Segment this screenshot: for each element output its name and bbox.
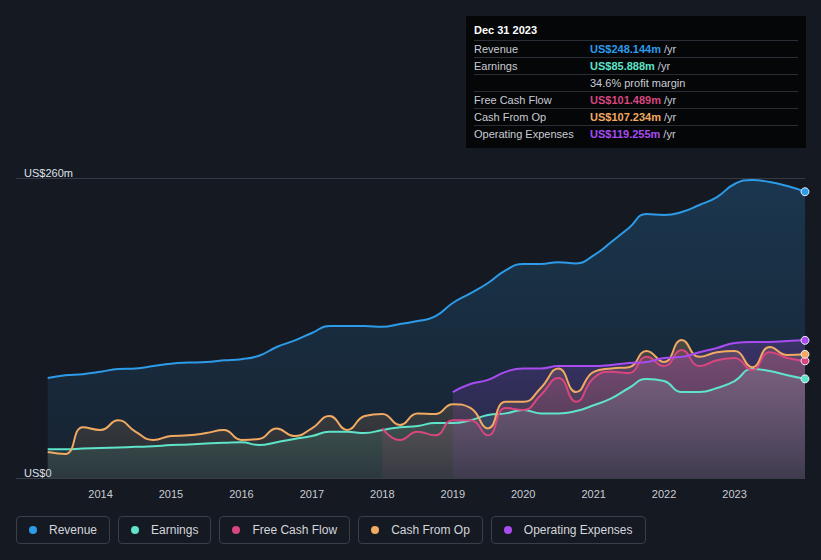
html-text:34.6% profit margin: 34.6% profit margin (590, 77, 686, 89)
html-text:Free Cash Flow: Free Cash Flow (474, 94, 552, 106)
html-text:Dec 31 2023: Dec 31 2023 (474, 24, 537, 36)
html-text:Earnings: Earnings (474, 60, 518, 72)
html-text:US$107.234m /yr: US$107.234m /yr (590, 111, 677, 123)
svg-text:2021: 2021 (581, 488, 605, 500)
html-text:Revenue: Revenue (474, 43, 518, 55)
html-text:US$119.255m /yr: US$119.255m /yr (590, 128, 676, 140)
svg-text:2022: 2022 (652, 488, 676, 500)
html-text:US$248.144m /yr: US$248.144m /yr (590, 43, 677, 55)
html-text:Earnings: Earnings (151, 523, 199, 537)
html-text:US$85.888m /yr: US$85.888m /yr (590, 60, 671, 72)
html-text:Cash From Op: Cash From Op (391, 523, 470, 537)
html-text:Revenue: Revenue (49, 523, 97, 537)
svg-text:2020: 2020 (511, 488, 535, 500)
svg-text:US$260m: US$260m (24, 167, 73, 179)
svg-text:2019: 2019 (441, 488, 465, 500)
html-text:Cash From Op: Cash From Op (474, 111, 547, 123)
html-text:US$101.489m /yr: US$101.489m /yr (590, 94, 677, 106)
html-text:Operating Expenses: Operating Expenses (474, 128, 574, 140)
svg-text:2023: 2023 (722, 488, 746, 500)
svg-text:2016: 2016 (229, 488, 253, 500)
svg-text:2017: 2017 (300, 488, 324, 500)
html-text:Operating Expenses: Operating Expenses (523, 523, 633, 537)
html-text:Free Cash Flow: Free Cash Flow (252, 523, 338, 537)
svg-text:2015: 2015 (159, 488, 183, 500)
svg-text:2018: 2018 (370, 488, 394, 500)
svg-text:2014: 2014 (88, 488, 112, 500)
svg-text:US$0: US$0 (24, 467, 52, 479)
